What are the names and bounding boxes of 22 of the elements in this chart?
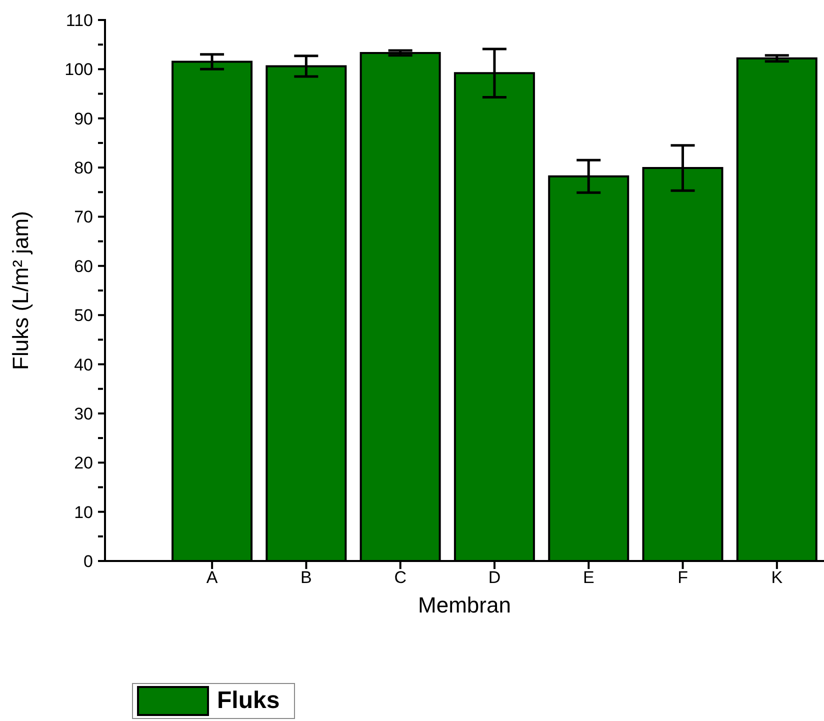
x-tick-label: E [582,568,594,588]
x-tick-label: A [206,568,218,588]
x-tick-label: K [771,568,784,588]
y-tick-label: 70 [74,208,93,227]
y-tick-label: 20 [74,454,93,473]
x-tick-label: D [488,568,501,588]
y-tick-label: 50 [74,306,93,326]
x-tick-label: C [394,568,406,588]
y-tick-label: 10 [74,502,93,522]
y-tick-label: 30 [74,404,93,424]
y-tick-label: 60 [74,256,93,276]
x-tick-label: F [678,568,688,588]
x-axis-title: Membran [418,592,511,618]
y-tick-label: 40 [74,355,93,374]
y-tick-label: 110 [66,11,93,30]
y-tick-label: 90 [74,109,93,128]
legend-label: Fluks [216,686,280,716]
y-tick-label: 100 [64,60,93,80]
y-tick-label: 80 [74,158,93,178]
y-axis-title: Fluks (L/m² jam) [8,211,33,370]
y-tick-label: 0 [84,552,93,571]
x-tick-label: B [300,568,312,588]
